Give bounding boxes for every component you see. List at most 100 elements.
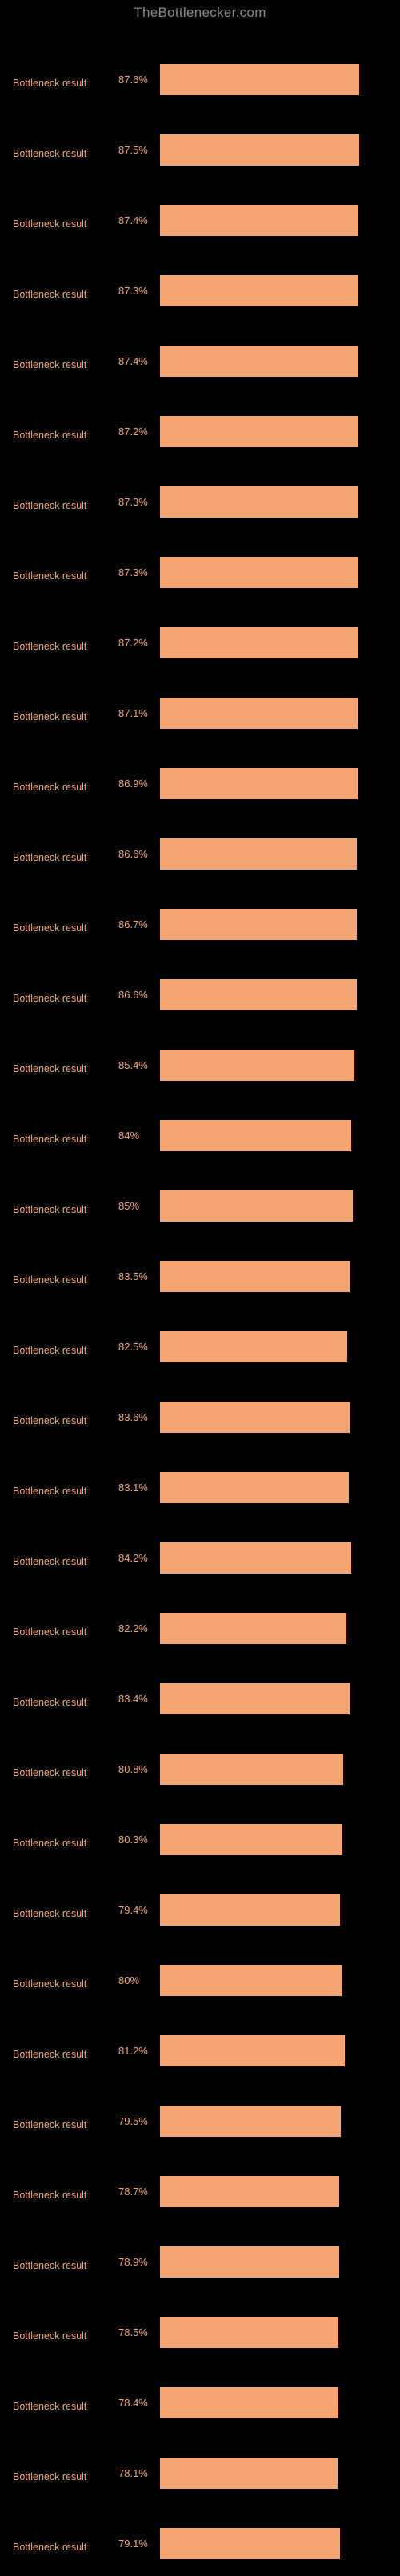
- bar-track: [160, 1331, 387, 1362]
- bar-label-section: Bottleneck result: [13, 1338, 115, 1357]
- row-spacer: [13, 1930, 387, 1965]
- bar-value-section: 78.1%: [115, 2466, 160, 2481]
- bar-value: 79.4%: [118, 1904, 148, 1916]
- bar-label: Bottleneck result: [13, 570, 115, 582]
- bar-fill: [160, 909, 357, 940]
- bar-row: Bottleneck result80.3%: [13, 1824, 387, 1855]
- bar-value-section: 80.8%: [115, 1762, 160, 1777]
- bar-label-section: Bottleneck result: [13, 2464, 115, 2483]
- bar-value: 87.1%: [118, 707, 148, 719]
- bar-sublabel: [13, 2464, 115, 2471]
- bar-value-section: 78.5%: [115, 2326, 160, 2340]
- bar-value-section: 87.4%: [115, 354, 160, 369]
- bar-label: Bottleneck result: [13, 359, 115, 371]
- row-spacer: [13, 1014, 387, 1050]
- bar-label: Bottleneck result: [13, 2049, 115, 2061]
- bar-fill: [160, 1261, 350, 1292]
- bar-sublabel: [13, 704, 115, 711]
- bar-label-section: Bottleneck result: [13, 1760, 115, 1779]
- bar-value: 84.2%: [118, 1552, 148, 1564]
- row-spacer: [13, 1507, 387, 1542]
- bar-sublabel: [13, 634, 115, 641]
- bar-value: 81.2%: [118, 2045, 148, 2057]
- bar-row: Bottleneck result78.4%: [13, 2387, 387, 2418]
- bar-row: Bottleneck result78.9%: [13, 2246, 387, 2278]
- bar-row: Bottleneck result85.4%: [13, 1050, 387, 1081]
- bar-sublabel: [13, 1197, 115, 1204]
- bar-label: Bottleneck result: [13, 148, 115, 160]
- bar-label: Bottleneck result: [13, 2260, 115, 2272]
- bar-fill: [160, 275, 358, 306]
- bar-value: 86.6%: [118, 848, 148, 860]
- bar-value: 79.5%: [118, 2115, 148, 2127]
- bar-value-section: 87.3%: [115, 495, 160, 510]
- site-title: TheBottlenecker.com: [134, 5, 266, 20]
- bar-value: 87.3%: [118, 566, 148, 578]
- bar-value-section: 87.4%: [115, 214, 160, 228]
- bar-track: [160, 1190, 387, 1222]
- bar-value-section: 82.2%: [115, 1622, 160, 1636]
- bar-row: Bottleneck result87.3%: [13, 275, 387, 306]
- bar-fill: [160, 1402, 350, 1433]
- bar-label-section: Bottleneck result: [13, 422, 115, 442]
- bar-value-section: 87.1%: [115, 706, 160, 721]
- bar-label-section: Bottleneck result: [13, 1056, 115, 1075]
- row-spacer: [13, 1578, 387, 1613]
- bar-value: 87.4%: [118, 214, 148, 226]
- bar-value-section: 86.9%: [115, 777, 160, 791]
- bar-fill: [160, 1472, 349, 1503]
- bar-value: 85.4%: [118, 1059, 148, 1071]
- bar-value-section: 84.2%: [115, 1551, 160, 1566]
- bar-fill: [160, 557, 358, 588]
- bar-sublabel: [13, 211, 115, 218]
- row-spacer: [13, 2422, 387, 2458]
- bar-row: Bottleneck result87.1%: [13, 698, 387, 729]
- bar-sublabel: [13, 845, 115, 852]
- bar-value-section: 86.6%: [115, 847, 160, 862]
- row-spacer: [13, 2352, 387, 2387]
- bar-track: [160, 1050, 387, 1081]
- bar-track: [160, 64, 387, 95]
- bar-row: Bottleneck result87.3%: [13, 557, 387, 588]
- row-spacer: [13, 451, 387, 486]
- bar-track: [160, 134, 387, 166]
- bar-sublabel: [13, 1549, 115, 1556]
- bar-fill: [160, 838, 357, 870]
- bar-label-section: Bottleneck result: [13, 634, 115, 653]
- bar-sublabel: [13, 1760, 115, 1767]
- bar-value: 87.3%: [118, 285, 148, 297]
- bar-value: 79.1%: [118, 2538, 148, 2550]
- bar-label-section: Bottleneck result: [13, 2042, 115, 2061]
- bar-sublabel: [13, 352, 115, 359]
- row-spacer: [13, 874, 387, 909]
- bar-track: [160, 2458, 387, 2489]
- bar-label-section: Bottleneck result: [13, 1126, 115, 1146]
- row-spacer: [13, 99, 387, 134]
- bar-label: Bottleneck result: [13, 2190, 115, 2202]
- bar-label-section: Bottleneck result: [13, 2182, 115, 2202]
- row-spacer: [13, 2141, 387, 2176]
- bar-value: 80%: [118, 1974, 139, 1986]
- bar-sublabel: [13, 1619, 115, 1626]
- bar-label: Bottleneck result: [13, 78, 115, 90]
- bar-label-section: Bottleneck result: [13, 1408, 115, 1427]
- bar-value: 82.5%: [118, 1341, 148, 1353]
- bar-fill: [160, 416, 358, 447]
- bar-sublabel: [13, 1338, 115, 1345]
- bar-value: 87.3%: [118, 496, 148, 508]
- bar-row: Bottleneck result87.2%: [13, 627, 387, 658]
- bar-sublabel: [13, 774, 115, 782]
- bar-fill: [160, 2458, 338, 2489]
- bar-fill: [160, 1683, 350, 1714]
- bar-sublabel: [13, 2394, 115, 2401]
- bar-row: Bottleneck result79.1%: [13, 2528, 387, 2559]
- bar-track: [160, 1261, 387, 1292]
- bar-value-section: 87.3%: [115, 566, 160, 580]
- row-spacer: [13, 381, 387, 416]
- bar-value-section: 79.4%: [115, 1903, 160, 1918]
- bar-sublabel: [13, 1971, 115, 1978]
- bar-label-section: Bottleneck result: [13, 1478, 115, 1498]
- bar-sublabel: [13, 1830, 115, 1838]
- bar-row: Bottleneck result86.6%: [13, 838, 387, 870]
- bar-track: [160, 1683, 387, 1714]
